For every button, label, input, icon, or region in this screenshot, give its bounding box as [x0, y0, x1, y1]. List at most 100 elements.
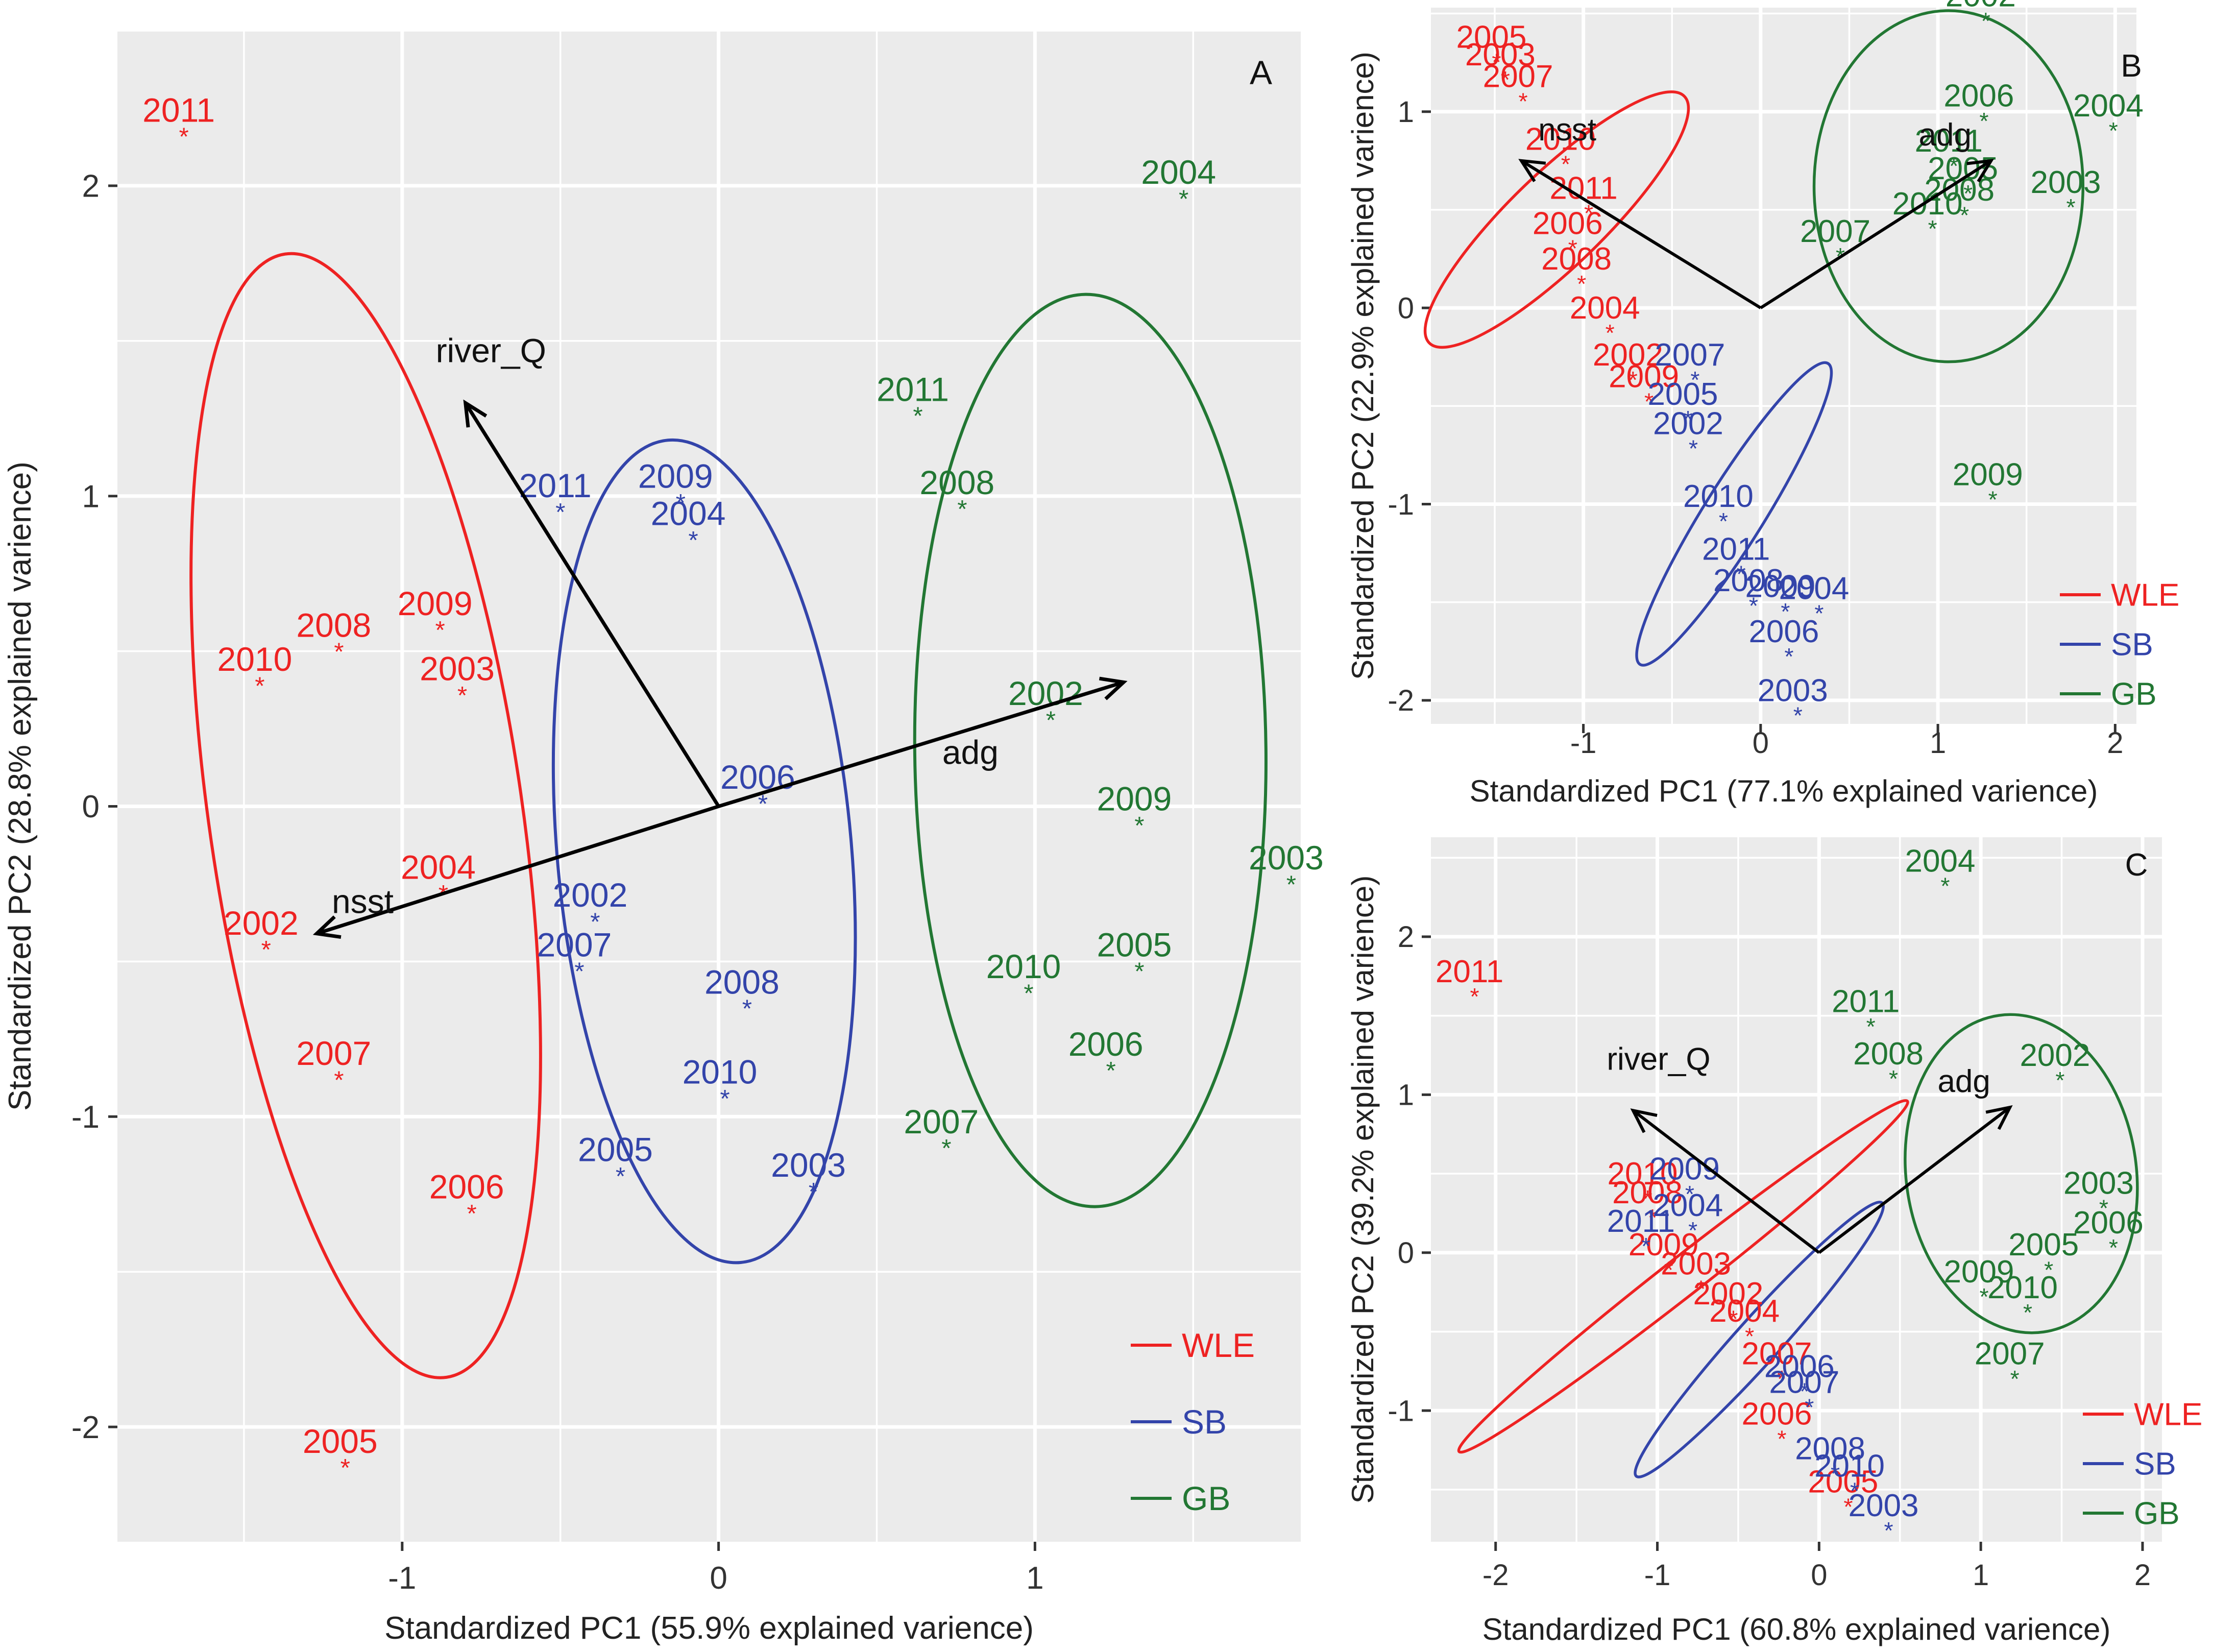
point-label: 2006 [1943, 79, 2014, 114]
arrow-head-nsst [1518, 159, 1546, 182]
point-marker: * [2109, 1234, 2118, 1261]
point-label: 2005 [1097, 926, 1172, 963]
point-marker: * [1777, 1366, 1786, 1392]
variable-label-adg: adg [1937, 1064, 1990, 1099]
point-label: 2003 [1758, 673, 1828, 708]
point-label: 2008 [1924, 173, 1995, 208]
point-marker: * [957, 495, 967, 523]
point-marker: * [1737, 561, 1746, 588]
point-marker: * [1641, 1233, 1650, 1259]
y-tick-label: 2 [82, 169, 100, 204]
point-marker: * [1745, 1323, 1754, 1349]
point-marker: * [2023, 1299, 2032, 1326]
point-marker: * [1696, 1275, 1706, 1302]
point-label: 2007 [537, 926, 612, 963]
point-marker: * [1046, 706, 1056, 734]
legend-label-sb: SB [2134, 1447, 2176, 1482]
point-label: 2010 [1608, 1156, 1678, 1192]
point-marker: * [1884, 1517, 1893, 1544]
ellipse-wle [1457, 1099, 1909, 1454]
y-tick-label: -2 [1388, 684, 1414, 717]
y-tick-label: 1 [1398, 95, 1414, 129]
point-marker: * [913, 402, 922, 430]
point-label: 2007 [1800, 214, 1870, 249]
y-axis-label: Standardized PC2 (28.8% explained varien… [3, 461, 38, 1111]
point-label: 2006 [1068, 1025, 1144, 1063]
point-marker: * [467, 1200, 477, 1228]
variable-label-nsst: nsst [332, 883, 394, 920]
point-marker: * [1606, 320, 1615, 346]
point-marker: * [1179, 185, 1188, 213]
point-label: 2007 [1742, 1337, 1812, 1372]
y-tick-label: 1 [1398, 1079, 1414, 1112]
point-marker: * [1286, 871, 1296, 899]
point-label: 2007 [1655, 337, 1725, 373]
point-marker: * [1814, 600, 1823, 627]
point-marker: * [1577, 271, 1586, 297]
ellipse-sb [1635, 361, 1833, 667]
point-marker: * [1963, 180, 1973, 207]
point-marker: * [457, 682, 467, 710]
point-label: 2004 [1141, 153, 1216, 191]
point-marker: * [555, 498, 565, 526]
point-marker: * [1988, 487, 1998, 513]
point-label: 2005 [1808, 1464, 1878, 1499]
point-marker: * [1024, 979, 1033, 1007]
y-tick-label: 0 [1398, 291, 1414, 325]
y-tick-label: -1 [71, 1100, 100, 1135]
point-label: 2010 [1987, 1270, 2058, 1305]
point-label: 2011 [1436, 954, 1503, 989]
point-label: 2003 [1661, 1246, 1731, 1281]
point-marker: * [1644, 388, 1653, 415]
point-label: 2002 [224, 904, 299, 942]
variable-label-river_Q: river_Q [436, 331, 546, 369]
plot-background-b [1431, 8, 2136, 724]
point-marker: * [1628, 367, 1638, 393]
x-tick-label: -1 [1570, 726, 1597, 760]
point-marker: * [2010, 1366, 2020, 1392]
point-label: 2003 [2031, 165, 2101, 200]
point-marker: * [435, 616, 445, 644]
panel-c: -2 -1 0 1 2 -1 0 1 2 Standardized PC1 (60.8% expl… [1346, 837, 2202, 1646]
point-marker: * [334, 638, 344, 666]
point-label: 2006 [1764, 1349, 1835, 1384]
x-tick-label: 1 [1026, 1561, 1043, 1596]
point-label: 2003 [771, 1146, 846, 1184]
point-marker: * [1492, 49, 1501, 76]
point-label: 2008 [1853, 1036, 1924, 1072]
y-tick-label: 0 [1398, 1236, 1414, 1270]
x-axis-label: Standardized PC1 (55.9% explained varien… [384, 1611, 1034, 1646]
ellipse-wle [189, 252, 542, 1379]
legend-label-gb: GB [2111, 677, 2157, 712]
point-marker: * [1749, 592, 1758, 619]
x-tick-label: 0 [710, 1561, 727, 1596]
point-label: 2009 [1953, 457, 2023, 493]
point-marker: * [341, 1454, 350, 1482]
point-marker: * [1134, 812, 1144, 840]
arrow-head-nsst [312, 915, 342, 939]
x-tick-label: 0 [1811, 1559, 1827, 1592]
point-marker: * [720, 1085, 729, 1113]
point-marker: * [758, 790, 768, 818]
point-label: 2003 [1465, 37, 1536, 72]
point-marker: * [1805, 1394, 1814, 1421]
legend-label-sb: SB [1182, 1403, 1227, 1441]
variable-label-river_Q: river_Q [1607, 1041, 1710, 1077]
legend-label-wle: WLE [2111, 578, 2179, 613]
point-label: 2008 [1713, 563, 1784, 598]
point-label: 2009 [1097, 780, 1172, 818]
point-label: 2004 [1570, 290, 1640, 326]
variable-label-nsst: nsst [1538, 112, 1596, 148]
x-tick-label: -2 [1482, 1559, 1509, 1592]
point-label: 2006 [1748, 614, 1819, 649]
point-label: 2010 [217, 640, 292, 678]
point-label: 2006 [720, 758, 795, 796]
x-tick-label: -1 [388, 1561, 416, 1596]
ellipses-a [189, 252, 1268, 1379]
point-marker: * [2044, 1256, 2053, 1283]
point-marker: * [1690, 367, 1699, 393]
point-marker: * [1106, 1057, 1115, 1085]
